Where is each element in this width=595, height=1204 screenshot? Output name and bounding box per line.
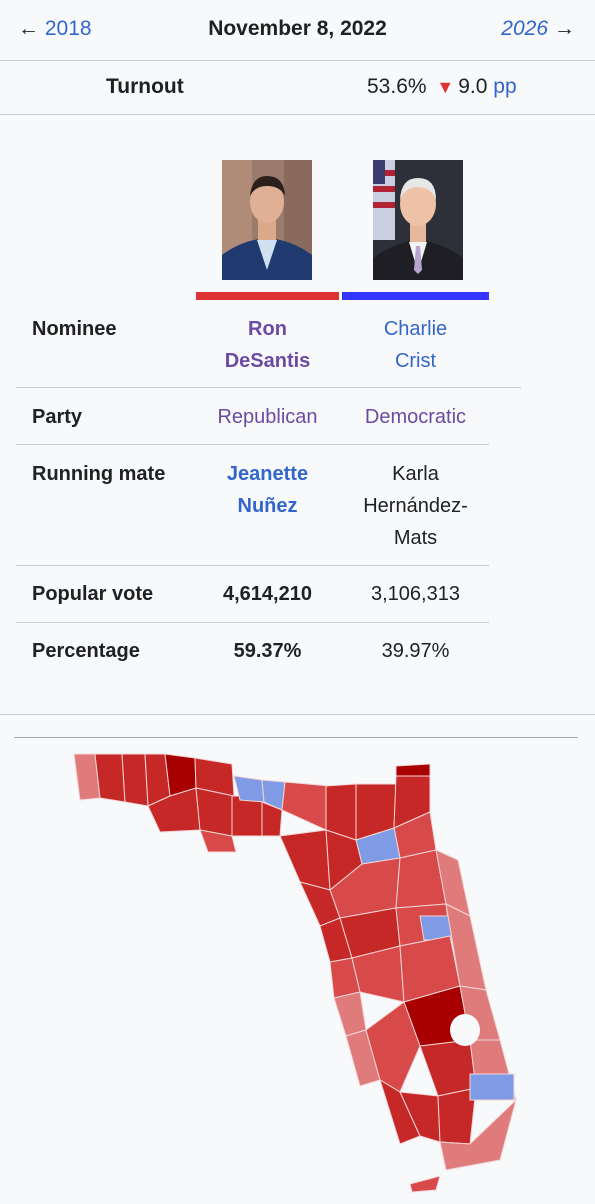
- nominee-label: Nominee: [32, 318, 117, 340]
- desantis-first-name: Ron: [248, 318, 287, 340]
- democratic-party-link[interactable]: Democratic: [364, 406, 467, 428]
- turnout-label: Turnout: [106, 75, 184, 98]
- county-baker[interactable]: [395, 763, 431, 777]
- desantis-last-name: DeSantis: [224, 350, 311, 372]
- county-gulf[interactable]: [199, 829, 237, 853]
- county-results-map[interactable]: [0, 740, 595, 1199]
- election-date: November 8, 2022: [208, 17, 387, 40]
- county-okaloosa[interactable]: [121, 753, 149, 807]
- county-broward[interactable]: [469, 1073, 515, 1101]
- crist-first-name: Charlie: [383, 318, 448, 340]
- running-mate-label: Running mate: [32, 463, 166, 485]
- county-okeechobee[interactable]: [419, 1039, 477, 1097]
- florida-county-map: [73, 753, 517, 1193]
- lake-okeechobee: [450, 1014, 480, 1046]
- county-monroe[interactable]: [409, 1175, 441, 1193]
- desantis-popular-vote: 4,614,210: [223, 583, 312, 605]
- section-divider: [0, 714, 595, 715]
- crist-popular-vote: 3,106,313: [371, 583, 460, 605]
- county-jefferson[interactable]: [281, 781, 331, 831]
- map-top-rule: [14, 737, 578, 738]
- row-divider: [16, 622, 489, 623]
- percentage-points-link[interactable]: pp: [493, 75, 517, 98]
- turnout-divider: [0, 114, 595, 115]
- nav-divider: [0, 60, 595, 61]
- desantis-percentage: 59.37%: [233, 640, 302, 662]
- county-taylor[interactable]: [279, 829, 331, 891]
- crist-percentage: 39.97%: [381, 640, 450, 662]
- next-election-year: 2026: [501, 17, 548, 40]
- previous-election-link[interactable]: ← 2018: [18, 17, 92, 41]
- hernandez-mats-name: Karla Hernández- Mats: [342, 458, 489, 554]
- desantis-portrait-image: [222, 160, 312, 280]
- down-triangle-icon: ▼: [436, 77, 455, 97]
- election-nav: ← 2018 November 8, 2022 2026 →: [0, 0, 595, 60]
- nunez-first-name: Jeanette: [226, 463, 309, 485]
- hernandez-mats-line-2: Hernández-: [363, 495, 468, 517]
- desantis-portrait[interactable]: [222, 160, 312, 280]
- next-election-link[interactable]: 2026 →: [501, 17, 575, 41]
- turnout-value-group: 53.6% ▼ 9.0 pp: [367, 75, 517, 99]
- crist-last-name: Crist: [394, 350, 437, 372]
- county-pinellas[interactable]: [333, 991, 367, 1037]
- crist-portrait-image: [373, 160, 463, 280]
- turnout-value: 53.6%: [367, 75, 427, 98]
- republican-color-bar: [196, 292, 339, 300]
- desantis-name-link[interactable]: Ron DeSantis: [196, 313, 339, 377]
- turnout-change: 9.0: [458, 75, 488, 98]
- row-divider: [16, 565, 489, 566]
- hernandez-mats-line-1: Karla: [392, 463, 439, 485]
- arrow-left-icon: ←: [18, 17, 39, 40]
- row-divider: [16, 387, 521, 388]
- county-sarasota[interactable]: [365, 1001, 421, 1093]
- hernandez-mats-line-3: Mats: [393, 527, 438, 549]
- county-calhoun[interactable]: [195, 787, 235, 837]
- percentage-label: Percentage: [32, 640, 140, 662]
- row-divider: [16, 444, 489, 445]
- previous-election-year: 2018: [44, 17, 92, 40]
- nunez-last-name: Nuñez: [237, 495, 298, 517]
- county-liberty[interactable]: [231, 795, 263, 837]
- democratic-color-bar: [342, 292, 489, 300]
- county-santa-rosa[interactable]: [94, 753, 126, 803]
- arrow-right-icon: →: [554, 17, 575, 40]
- county-miami-dade[interactable]: [439, 1098, 517, 1171]
- popular-vote-label: Popular vote: [32, 583, 154, 605]
- crist-portrait[interactable]: [373, 160, 463, 280]
- republican-party-link[interactable]: Republican: [217, 406, 318, 428]
- nunez-name-link[interactable]: Jeanette Nuñez: [196, 458, 339, 522]
- crist-name-link[interactable]: Charlie Crist: [342, 313, 489, 377]
- party-label: Party: [32, 406, 83, 428]
